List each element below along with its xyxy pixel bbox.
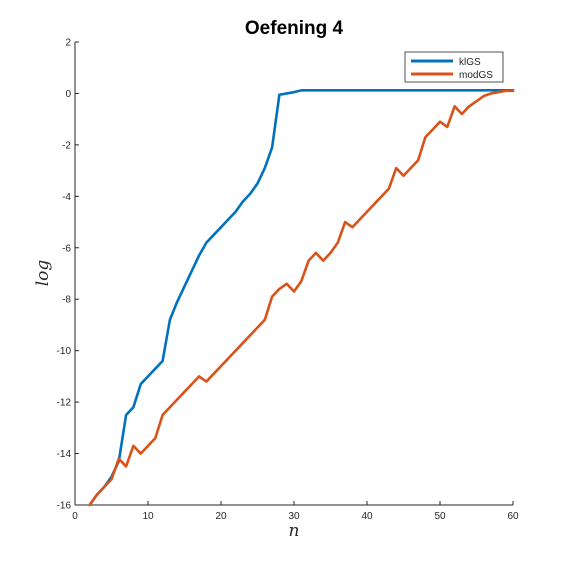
y-tick-label: 0 (65, 89, 71, 100)
y-tick-label: -8 (62, 295, 71, 306)
x-tick-label: 40 (361, 511, 373, 522)
y-tick-label: -2 (62, 140, 71, 151)
series-line-modgs (88, 89, 515, 507)
y-ticks: 2 0 -2 -4 -6 -8 -10 -12 -14 -16 (57, 38, 79, 512)
y-tick-label: 2 (65, 38, 71, 49)
y-tick-label: -16 (57, 501, 72, 512)
legend: klGS modGS (404, 51, 504, 83)
x-tick-label: 10 (142, 511, 154, 522)
y-tick-label: -6 (62, 243, 71, 254)
y-tick-label: -10 (57, 346, 72, 357)
x-tick-label: 30 (288, 511, 300, 522)
x-tick-label: 20 (215, 511, 227, 522)
y-axis-label: log (33, 260, 53, 287)
x-axis-label: n (289, 521, 300, 541)
x-ticks: 0 10 20 30 40 50 60 (72, 501, 519, 522)
series-line-klgs (88, 89, 515, 507)
y-tick-label: -4 (62, 192, 71, 203)
y-tick-label: -12 (57, 398, 72, 409)
series-lines (88, 89, 515, 507)
legend-box (404, 51, 504, 83)
legend-label-klgs: klGS (459, 57, 481, 68)
legend-label-modgs: modGS (459, 70, 493, 81)
x-tick-label: 60 (507, 511, 519, 522)
chart-title: Oefening 4 (245, 18, 344, 39)
x-tick-label: 50 (434, 511, 446, 522)
y-tick-label: -14 (57, 449, 72, 460)
x-tick-label: 0 (72, 511, 78, 522)
